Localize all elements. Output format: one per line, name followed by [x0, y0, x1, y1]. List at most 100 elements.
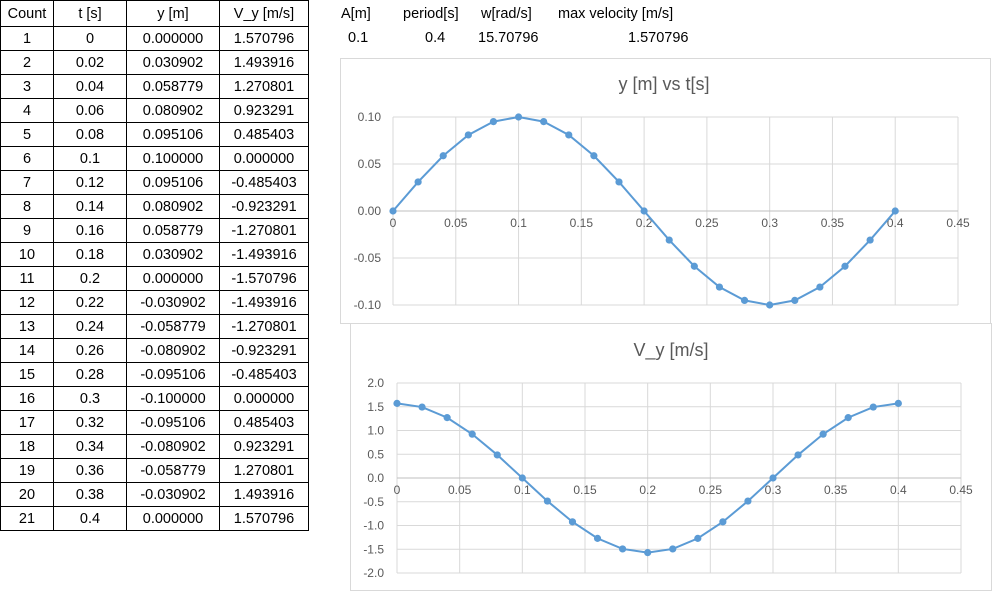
chart-y-vs-t[interactable]: y [m] vs t[s] 0.10 0.05 0.00 -0.05 -0.10 0 0.05… [340, 58, 991, 324]
cell-y[interactable]: -0.080902 [126, 434, 220, 459]
cell-count[interactable]: 13 [0, 314, 54, 339]
cell-count[interactable]: 1 [0, 26, 54, 51]
header-vy[interactable]: V_y [m/s] [219, 0, 309, 27]
data-point [690, 262, 698, 270]
cell-y[interactable]: 0.095106 [126, 122, 220, 147]
cell-t[interactable]: 0.36 [53, 458, 127, 483]
cell-y[interactable]: -0.100000 [126, 386, 220, 411]
cell-count[interactable]: 8 [0, 194, 54, 219]
cell-y[interactable]: 0.030902 [126, 242, 220, 267]
label-max-velocity[interactable]: max velocity [m/s] [558, 6, 674, 22]
cell-vy[interactable]: -0.923291 [219, 338, 309, 363]
cell-count[interactable]: 20 [0, 482, 54, 507]
label-omega[interactable]: w[rad/s] [481, 6, 532, 22]
cell-count[interactable]: 4 [0, 98, 54, 123]
header-t[interactable]: t [s] [53, 0, 127, 27]
cell-vy[interactable]: -0.485403 [219, 170, 309, 195]
cell-count[interactable]: 10 [0, 242, 54, 267]
cell-vy[interactable]: -1.270801 [219, 314, 309, 339]
cell-t[interactable]: 0.2 [53, 266, 127, 291]
cell-count[interactable]: 12 [0, 290, 54, 315]
cell-vy[interactable]: 1.270801 [219, 458, 309, 483]
cell-count[interactable]: 21 [0, 506, 54, 531]
cell-t[interactable]: 0.04 [53, 74, 127, 99]
cell-vy[interactable]: 0.000000 [219, 386, 309, 411]
cell-vy[interactable]: -1.270801 [219, 218, 309, 243]
cell-count[interactable]: 17 [0, 410, 54, 435]
cell-count[interactable]: 14 [0, 338, 54, 363]
cell-t[interactable]: 0.12 [53, 170, 127, 195]
cell-vy[interactable]: 0.485403 [219, 410, 309, 435]
label-amplitude[interactable]: A[m] [341, 6, 371, 22]
cell-y[interactable]: -0.095106 [126, 410, 220, 435]
cell-count[interactable]: 7 [0, 170, 54, 195]
cell-vy[interactable]: -1.493916 [219, 242, 309, 267]
header-count[interactable]: Count [0, 0, 54, 27]
cell-count[interactable]: 16 [0, 386, 54, 411]
cell-count[interactable]: 19 [0, 458, 54, 483]
cell-t[interactable]: 0.38 [53, 482, 127, 507]
cell-vy[interactable]: 0.485403 [219, 122, 309, 147]
cell-t[interactable]: 0.26 [53, 338, 127, 363]
cell-vy[interactable]: 1.493916 [219, 482, 309, 507]
cell-y[interactable]: -0.058779 [126, 458, 220, 483]
y-tick-label: 1.0 [367, 424, 384, 438]
cell-vy[interactable]: 1.493916 [219, 50, 309, 75]
cell-count[interactable]: 18 [0, 434, 54, 459]
cell-t[interactable]: 0.4 [53, 506, 127, 531]
cell-t[interactable]: 0.22 [53, 290, 127, 315]
cell-vy[interactable]: 1.270801 [219, 74, 309, 99]
cell-count[interactable]: 11 [0, 266, 54, 291]
cell-y[interactable]: -0.030902 [126, 290, 220, 315]
cell-t[interactable]: 0.02 [53, 50, 127, 75]
cell-count[interactable]: 9 [0, 218, 54, 243]
value-max-velocity[interactable]: 1.570796 [628, 30, 689, 46]
cell-y[interactable]: -0.030902 [126, 482, 220, 507]
cell-t[interactable]: 0.28 [53, 362, 127, 387]
cell-vy[interactable]: 1.570796 [219, 26, 309, 51]
header-y[interactable]: y [m] [126, 0, 220, 27]
cell-t[interactable]: 0.32 [53, 410, 127, 435]
cell-y[interactable]: 0.000000 [126, 26, 220, 51]
value-amplitude[interactable]: 0.1 [348, 30, 369, 46]
cell-y[interactable]: 0.100000 [126, 146, 220, 171]
label-period[interactable]: period[s] [403, 6, 459, 22]
cell-y[interactable]: -0.080902 [126, 338, 220, 363]
cell-y[interactable]: 0.058779 [126, 218, 220, 243]
cell-t[interactable]: 0.24 [53, 314, 127, 339]
cell-t[interactable]: 0.06 [53, 98, 127, 123]
cell-vy[interactable]: 0.000000 [219, 146, 309, 171]
value-omega[interactable]: 15.70796 [478, 30, 539, 46]
cell-vy[interactable]: 1.570796 [219, 506, 309, 531]
cell-count[interactable]: 3 [0, 74, 54, 99]
cell-count[interactable]: 15 [0, 362, 54, 387]
cell-y[interactable]: 0.080902 [126, 98, 220, 123]
cell-t[interactable]: 0.14 [53, 194, 127, 219]
cell-vy[interactable]: 0.923291 [219, 98, 309, 123]
cell-t[interactable]: 0.3 [53, 386, 127, 411]
chart-vy[interactable]: V_y [m/s] 2.0 1.5 1.0 0.5 0.0 -0.5 -1.0 -1.5 -2.0… [350, 323, 992, 591]
cell-vy[interactable]: -1.493916 [219, 290, 309, 315]
value-period[interactable]: 0.4 [425, 30, 446, 46]
cell-count[interactable]: 6 [0, 146, 54, 171]
cell-t[interactable]: 0.1 [53, 146, 127, 171]
cell-t[interactable]: 0.16 [53, 218, 127, 243]
cell-vy[interactable]: 0.923291 [219, 434, 309, 459]
cell-count[interactable]: 5 [0, 122, 54, 147]
cell-vy[interactable]: -1.570796 [219, 266, 309, 291]
cell-vy[interactable]: -0.485403 [219, 362, 309, 387]
cell-y[interactable]: -0.095106 [126, 362, 220, 387]
cell-t[interactable]: 0.08 [53, 122, 127, 147]
cell-y[interactable]: 0.000000 [126, 266, 220, 291]
cell-t[interactable]: 0.34 [53, 434, 127, 459]
cell-t[interactable]: 0.18 [53, 242, 127, 267]
cell-y[interactable]: 0.080902 [126, 194, 220, 219]
cell-y[interactable]: 0.030902 [126, 50, 220, 75]
cell-y[interactable]: 0.000000 [126, 506, 220, 531]
cell-count[interactable]: 2 [0, 50, 54, 75]
cell-y[interactable]: 0.095106 [126, 170, 220, 195]
cell-y[interactable]: 0.058779 [126, 74, 220, 99]
cell-y[interactable]: -0.058779 [126, 314, 220, 339]
cell-t[interactable]: 0 [53, 26, 127, 51]
cell-vy[interactable]: -0.923291 [219, 194, 309, 219]
